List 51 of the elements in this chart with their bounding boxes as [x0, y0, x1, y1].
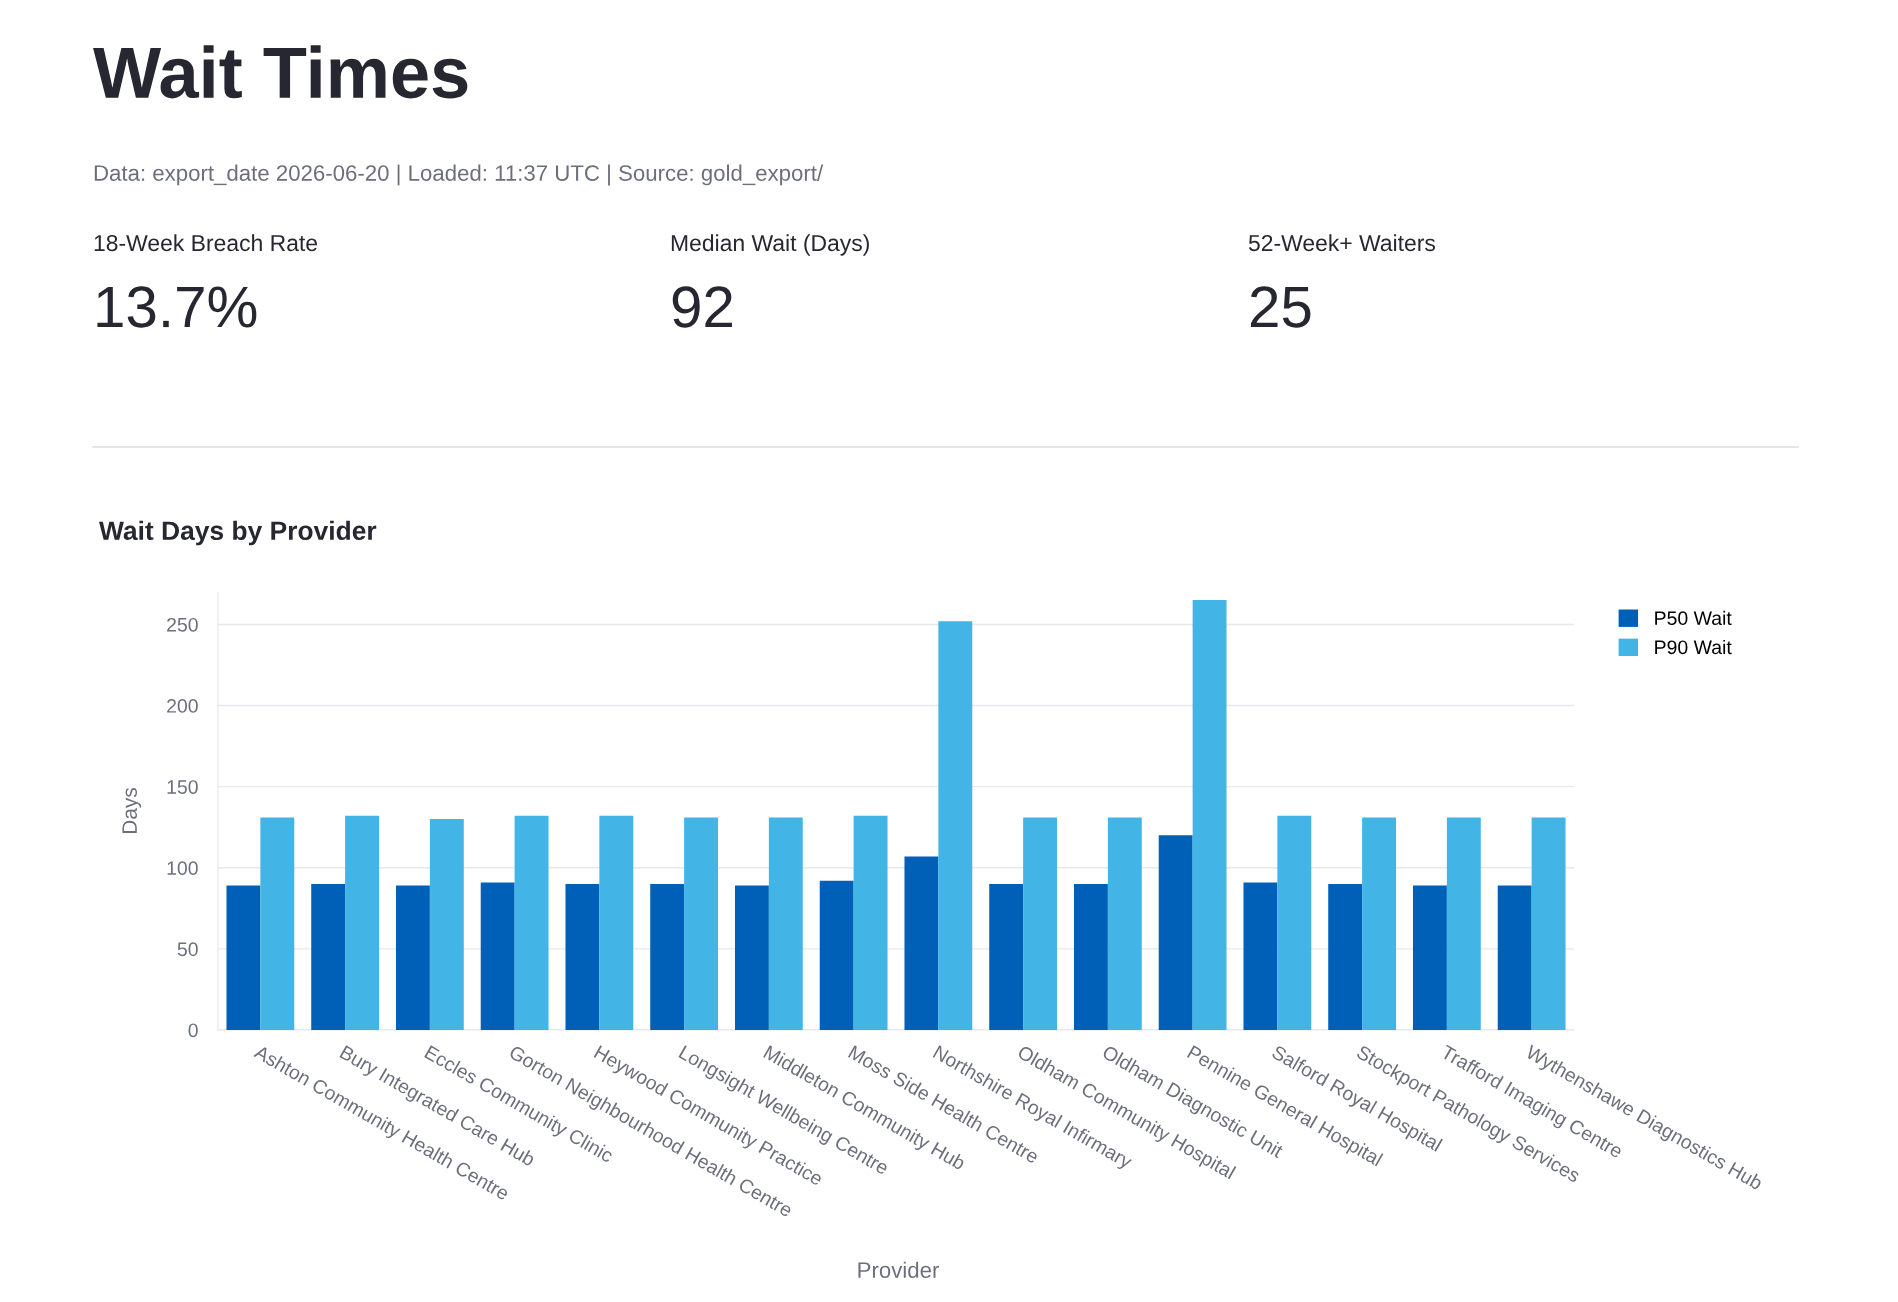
bar — [819, 880, 854, 1030]
bar — [514, 815, 549, 1030]
bar — [311, 884, 346, 1030]
bar — [1023, 817, 1058, 1030]
text: Data: export_date 2026-06-20 | Loaded: 11:37 UTC | Source: gold_export/ — [94, 164, 824, 186]
legend-label: P50 Wait — [1655, 610, 1732, 626]
bar — [1277, 815, 1312, 1030]
bar — [768, 817, 803, 1030]
bar — [1497, 885, 1532, 1030]
bar — [599, 815, 634, 1030]
text: 13.7% — [97, 286, 257, 328]
y-tick-label: 250 — [167, 617, 198, 632]
bar — [1107, 817, 1142, 1030]
y-tick-label: 200 — [167, 699, 198, 713]
bar — [1328, 884, 1363, 1030]
bar — [345, 815, 380, 1030]
bar — [480, 882, 515, 1030]
bar — [684, 817, 719, 1030]
bar — [1243, 882, 1278, 1030]
y-tick-label: 0 — [188, 1023, 198, 1038]
bar — [1446, 817, 1481, 1030]
bar — [853, 815, 888, 1030]
bar — [429, 819, 464, 1030]
bar — [260, 817, 295, 1030]
text: 25 — [1250, 286, 1311, 328]
bar — [989, 884, 1024, 1030]
bar — [938, 621, 973, 1030]
text: Wait Times — [93, 45, 468, 99]
x-axis-title: Provider — [858, 1261, 940, 1278]
chart-title: Wait Days by Provider — [99, 520, 377, 546]
bar — [1073, 884, 1108, 1030]
bar — [1362, 817, 1397, 1030]
text: Median Wait (Days) — [671, 234, 869, 256]
bar — [565, 884, 600, 1030]
bar — [734, 885, 769, 1030]
bar — [395, 885, 430, 1030]
bar — [1531, 817, 1566, 1030]
y-axis-title: Days — [122, 788, 142, 834]
bar — [650, 884, 685, 1030]
y-tick-label: 150 — [167, 780, 198, 794]
bar — [1412, 885, 1447, 1030]
text: 18-Week Breach Rate — [94, 234, 318, 252]
y-tick-label: 50 — [177, 942, 198, 957]
bar — [226, 885, 261, 1030]
text: 52-Week+ Waiters — [1248, 234, 1436, 252]
text: 92 — [672, 286, 732, 328]
y-tick-label: 100 — [167, 861, 198, 876]
legend-label: P90 Wait — [1655, 639, 1732, 655]
bar — [1192, 600, 1227, 1030]
bar — [1158, 835, 1193, 1030]
bar — [904, 856, 939, 1030]
